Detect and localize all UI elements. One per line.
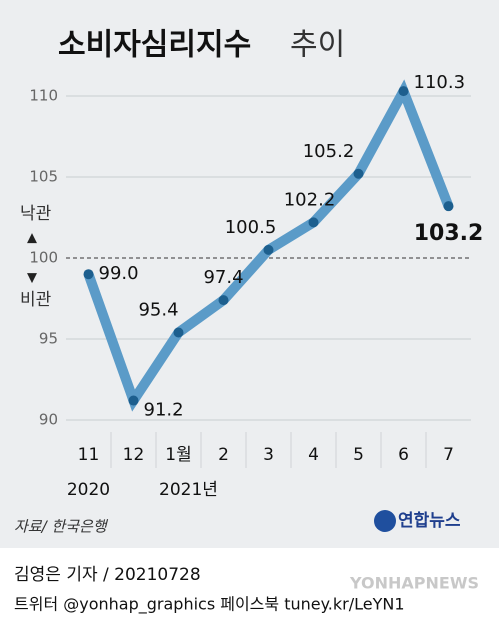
logo-icon: [374, 510, 396, 532]
point-marker: [398, 86, 409, 97]
x-tick-label: 5: [353, 445, 364, 465]
chart-title-suffix: 추이: [290, 28, 345, 63]
x-sublabel: 2021년: [159, 480, 218, 500]
y-tick-label: 100: [29, 249, 58, 267]
footer-background: [0, 548, 499, 620]
x-tick-label: 2: [218, 445, 229, 465]
value-label: 99.0: [99, 263, 139, 284]
x-tick-label: 1월: [165, 445, 191, 465]
value-label: 100.5: [225, 217, 277, 238]
value-label: 110.3: [414, 72, 466, 93]
y-tick-label: 110: [29, 87, 58, 105]
x-sublabel: 2020: [67, 480, 110, 500]
value-label: 91.2: [144, 400, 184, 421]
point-marker: [83, 269, 94, 280]
y-tick-label: 95: [39, 330, 58, 348]
chart-title: 소비자심리지수: [58, 28, 251, 63]
x-tick-label: 6: [398, 445, 409, 465]
y-tick-label: 105: [29, 168, 58, 186]
watermark: YONHAPNEWS: [349, 574, 479, 593]
value-label: 103.2: [414, 221, 484, 246]
value-label: 95.4: [138, 300, 178, 321]
point-marker: [353, 168, 364, 179]
value-label: 102.2: [284, 189, 336, 210]
above-label: 낙관: [20, 204, 51, 224]
point-marker: [263, 244, 274, 255]
point-marker: [218, 295, 229, 306]
x-tick-label: 11: [78, 445, 100, 465]
down-arrow: ▼: [27, 271, 37, 286]
y-tick-label: 90: [39, 411, 58, 429]
x-tick-label: 12: [123, 445, 145, 465]
value-label: 97.4: [203, 267, 243, 288]
x-tick-label: 4: [308, 445, 319, 465]
byline: 김영은 기자 / 20210728: [14, 565, 201, 585]
point-marker: [128, 395, 139, 406]
logo: 연합뉴스: [398, 510, 461, 531]
value-label: 105.2: [303, 141, 355, 162]
x-tick-label: 3: [263, 445, 274, 465]
source: 자료/ 한국은행: [14, 518, 109, 536]
x-tick-label: 7: [443, 445, 454, 465]
point-marker: [308, 217, 319, 228]
below-label: 비관: [20, 290, 51, 310]
up-arrow: ▲: [27, 231, 37, 246]
point-marker: [443, 201, 454, 212]
social: 트위터 @yonhap_graphics 페이스북 tuney.kr/LeYN1: [14, 595, 405, 615]
point-marker: [173, 327, 184, 338]
